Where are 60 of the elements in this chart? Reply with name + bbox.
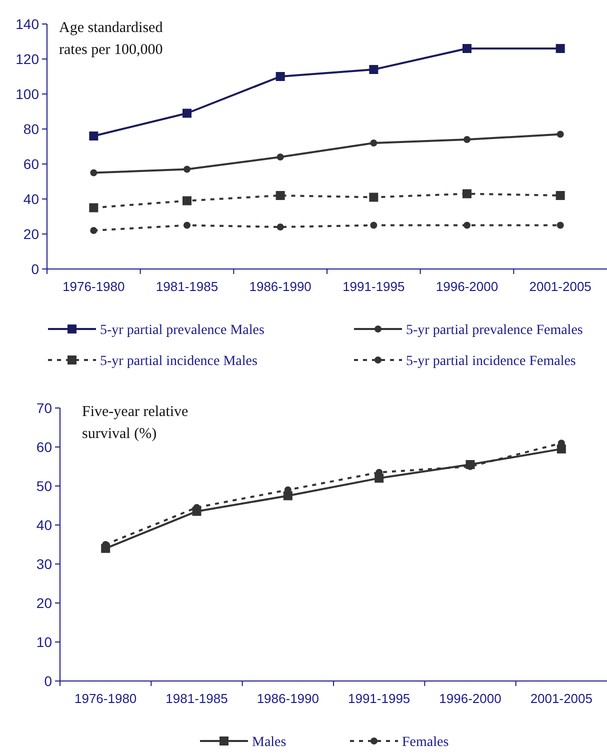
y-tick-label: 100	[16, 86, 40, 102]
point	[556, 130, 564, 138]
point	[90, 169, 98, 176]
y-tick-label: 0	[44, 672, 52, 689]
point	[464, 222, 470, 229]
y-tick-label: 60	[23, 156, 40, 172]
x-tick-label: 1991-1995	[342, 279, 405, 294]
point	[369, 192, 378, 202]
point	[464, 136, 470, 143]
point	[556, 191, 565, 200]
y-tick-label: 80	[23, 120, 40, 137]
y-tick-label: 140	[16, 16, 40, 32]
x-tick-label: 1996-2000	[439, 691, 502, 706]
legend-label: 5-yr partial prevalence Males	[100, 322, 264, 338]
point	[89, 203, 98, 212]
y-tick-label: 30	[36, 556, 52, 572]
point	[184, 222, 190, 229]
legend-label: 5-yr partial incidence Females	[406, 354, 576, 369]
legend-label: Males	[252, 734, 286, 750]
point	[182, 196, 192, 206]
y-tick-label: 70	[36, 400, 52, 416]
x-tick-label: 1976-1980	[74, 691, 137, 706]
point	[89, 132, 98, 140]
point	[556, 222, 564, 229]
x-tick-label: 2001-2005	[529, 279, 592, 294]
y-tick-label: 40	[23, 190, 40, 207]
y-axis-title: Age standardised rates per 100,000	[59, 20, 164, 58]
legend-label: 5-yr partial incidence Males	[100, 354, 258, 369]
legend-label: Females	[402, 734, 449, 750]
x-tick-label: 1986-1990	[256, 691, 320, 706]
y-tick-label: 40	[36, 516, 52, 533]
y-tick-label: 0	[31, 260, 40, 277]
x-tick-label: 1996-2000	[436, 279, 498, 294]
point	[370, 222, 378, 229]
point	[369, 65, 378, 74]
point	[462, 44, 472, 53]
point	[182, 108, 192, 118]
x-tick-label: 2001-2005	[530, 691, 593, 706]
y-tick-label: 10	[36, 634, 52, 650]
y-tick-label: 20	[23, 226, 40, 242]
x-tick-label: 1986-1990	[249, 279, 312, 294]
point	[370, 140, 378, 146]
point	[276, 224, 284, 230]
point	[462, 189, 472, 198]
x-tick-label: 1976-1980	[62, 279, 125, 294]
point	[184, 166, 190, 173]
x-tick-label: 1981-1985	[156, 279, 218, 294]
point	[276, 191, 285, 200]
y-axis-title: Five-year relative survival (%)	[82, 404, 189, 442]
y-tick-label: 50	[36, 478, 52, 494]
point	[276, 72, 285, 81]
point	[276, 154, 284, 160]
y-tick-label: 20	[36, 594, 52, 611]
y-tick-label: 60	[36, 438, 52, 455]
point	[90, 227, 98, 234]
point	[556, 44, 565, 53]
x-tick-label: 1991-1995	[348, 691, 410, 706]
x-tick-label: 1981-1985	[166, 691, 228, 706]
y-tick-label: 120	[16, 50, 40, 67]
legend-label: 5-yr partial prevalence Females	[406, 322, 583, 338]
